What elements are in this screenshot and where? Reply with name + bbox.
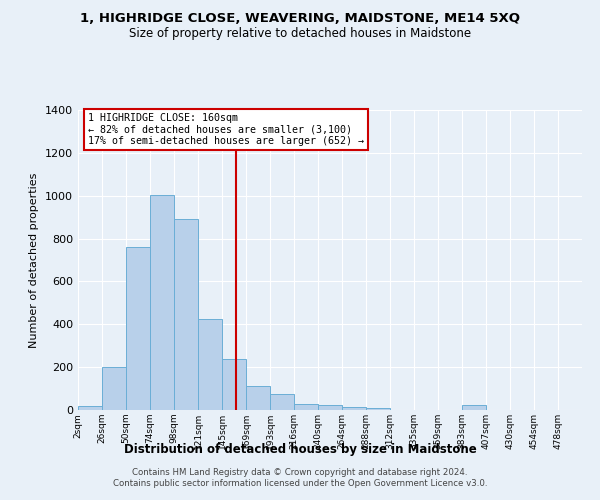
Bar [462, 404, 486, 410]
Y-axis label: Number of detached properties: Number of detached properties [29, 172, 40, 348]
Text: 1, HIGHRIDGE CLOSE, WEAVERING, MAIDSTONE, ME14 5XQ: 1, HIGHRIDGE CLOSE, WEAVERING, MAIDSTONE… [80, 12, 520, 26]
Bar [318, 404, 342, 410]
Text: Contains HM Land Registry data © Crown copyright and database right 2024.
Contai: Contains HM Land Registry data © Crown c… [113, 468, 487, 487]
Bar [222, 359, 246, 410]
Bar [78, 406, 102, 410]
Bar [342, 407, 366, 410]
Bar [294, 404, 318, 410]
Text: 1 HIGHRIDGE CLOSE: 160sqm
← 82% of detached houses are smaller (3,100)
17% of se: 1 HIGHRIDGE CLOSE: 160sqm ← 82% of detac… [88, 113, 364, 146]
Bar [126, 247, 150, 410]
Bar [102, 367, 126, 410]
Bar [246, 386, 270, 410]
Bar [366, 408, 390, 410]
Bar [198, 319, 222, 410]
Text: Distribution of detached houses by size in Maidstone: Distribution of detached houses by size … [124, 442, 476, 456]
Text: Size of property relative to detached houses in Maidstone: Size of property relative to detached ho… [129, 28, 471, 40]
Bar [174, 220, 198, 410]
Bar [270, 394, 294, 410]
Bar [150, 194, 174, 410]
